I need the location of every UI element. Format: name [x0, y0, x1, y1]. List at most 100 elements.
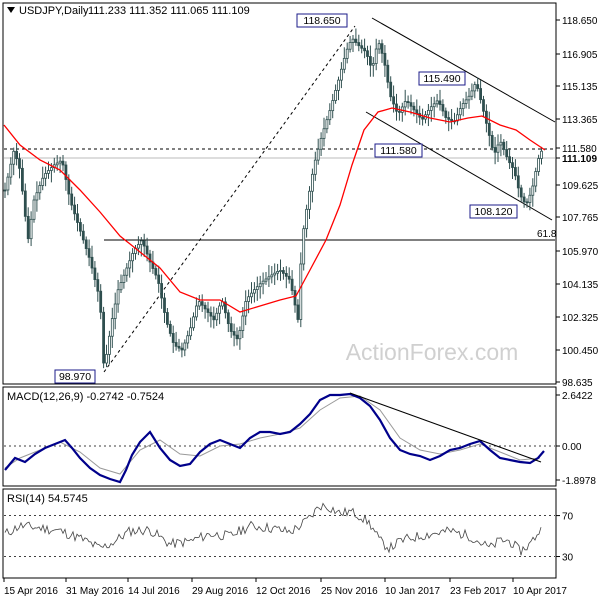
candle-body [447, 117, 451, 120]
candle-body [514, 167, 517, 177]
rsi-tick-label: 30 [562, 553, 574, 564]
candle-body [313, 159, 317, 175]
x-tick-label: 12 Oct 2016 [256, 586, 311, 597]
candle-body [186, 335, 190, 344]
candle-body [255, 286, 259, 291]
candle-body [319, 137, 323, 150]
candle-body [18, 158, 21, 169]
macd-tick-label: 2.6422 [562, 391, 593, 402]
candle-body [235, 334, 239, 340]
candle-body [516, 175, 520, 189]
candle-body [136, 244, 140, 249]
candle-body [215, 312, 219, 321]
x-tick-label: 10 Apr 2017 [513, 586, 567, 597]
x-tick-label: 31 May 2016 [66, 586, 124, 597]
candle-body [110, 318, 114, 337]
candle-body [293, 290, 297, 306]
price-tick-label: 111.109 [562, 154, 597, 165]
candle-body [26, 215, 30, 240]
candle-body [279, 270, 282, 272]
candle-body [334, 90, 338, 101]
macd-tick-label: 0.00 [562, 442, 582, 453]
price-tick-label: 113.365 [562, 115, 598, 126]
candle-body [528, 194, 532, 203]
macd-tick-label: -1.8978 [562, 476, 596, 487]
price-annotation-label: 118.650 [303, 15, 340, 27]
candle-body [58, 160, 62, 164]
candle-body [386, 64, 390, 83]
candle-body [209, 312, 213, 317]
candle-body [458, 108, 462, 116]
macd-header: MACD(12,26,9) -0.2742 -0.7524 [7, 391, 164, 403]
price-annotation-label: 108.120 [475, 206, 513, 218]
macd-signal-line [4, 395, 541, 475]
x-tick-label: 25 Nov 2016 [321, 586, 378, 597]
candle-body [479, 88, 483, 101]
candle-body [61, 160, 65, 166]
candle-body [360, 45, 364, 49]
candle-body [421, 116, 425, 120]
candle-body [276, 271, 280, 274]
candle-body [511, 162, 514, 168]
candle-body [50, 167, 53, 171]
candle-body [305, 208, 309, 230]
candle-body [531, 185, 535, 196]
candle-body [197, 301, 201, 307]
price-annotation-box [469, 204, 518, 219]
candle-body [412, 105, 416, 111]
candle-body [102, 311, 105, 364]
candle-body [299, 263, 303, 320]
candle-body [35, 192, 39, 201]
candle-body [429, 106, 433, 111]
candle-body [154, 268, 158, 276]
candle-body [131, 253, 135, 262]
candle-body [467, 95, 471, 101]
candle-body [302, 228, 306, 265]
candle-body [29, 218, 33, 240]
candle-body [267, 276, 271, 280]
candle-body [3, 189, 7, 192]
x-tick-label: 29 Aug 2016 [192, 586, 249, 597]
candle-body [15, 150, 19, 160]
candle-body [238, 330, 242, 340]
candle-body [90, 256, 94, 269]
candle-body [377, 43, 381, 50]
candle-body [473, 84, 477, 92]
candle-body [250, 292, 253, 298]
candle-body [180, 347, 184, 351]
candle-body [168, 323, 172, 334]
candle-body [395, 103, 398, 112]
candle-body [9, 163, 13, 178]
candle-body [444, 110, 448, 118]
candle-body [502, 141, 506, 150]
candle-body [6, 176, 10, 191]
candle-body [366, 50, 369, 57]
candle-body [108, 335, 111, 355]
watermark: ActionForex.com [346, 339, 519, 365]
fib-label: 61.8 [537, 229, 557, 240]
candle-body [229, 323, 233, 332]
price-header: USDJPY,Daily 111.233 111.352 111.065 111… [7, 5, 250, 17]
candle-body [290, 278, 294, 291]
candle-body [165, 312, 169, 325]
rsi-line [4, 502, 542, 556]
candle-body [363, 47, 367, 52]
moving-average-line [3, 107, 546, 313]
candle-body [357, 42, 361, 47]
candle-body [537, 158, 540, 172]
candle-body [345, 48, 349, 59]
candle-body [380, 43, 384, 54]
candle-body [87, 248, 91, 258]
candle-body [258, 283, 262, 288]
candle-body [264, 278, 268, 282]
candle-body [67, 179, 71, 195]
candle-body [403, 101, 407, 108]
price-tick-label: 104.135 [562, 280, 599, 291]
candle-body [383, 52, 387, 66]
candle-body [232, 331, 236, 336]
candle-body [99, 290, 103, 313]
candle-body [23, 190, 27, 217]
candle-body [244, 301, 248, 317]
x-tick-label: 15 Apr 2016 [4, 586, 58, 597]
